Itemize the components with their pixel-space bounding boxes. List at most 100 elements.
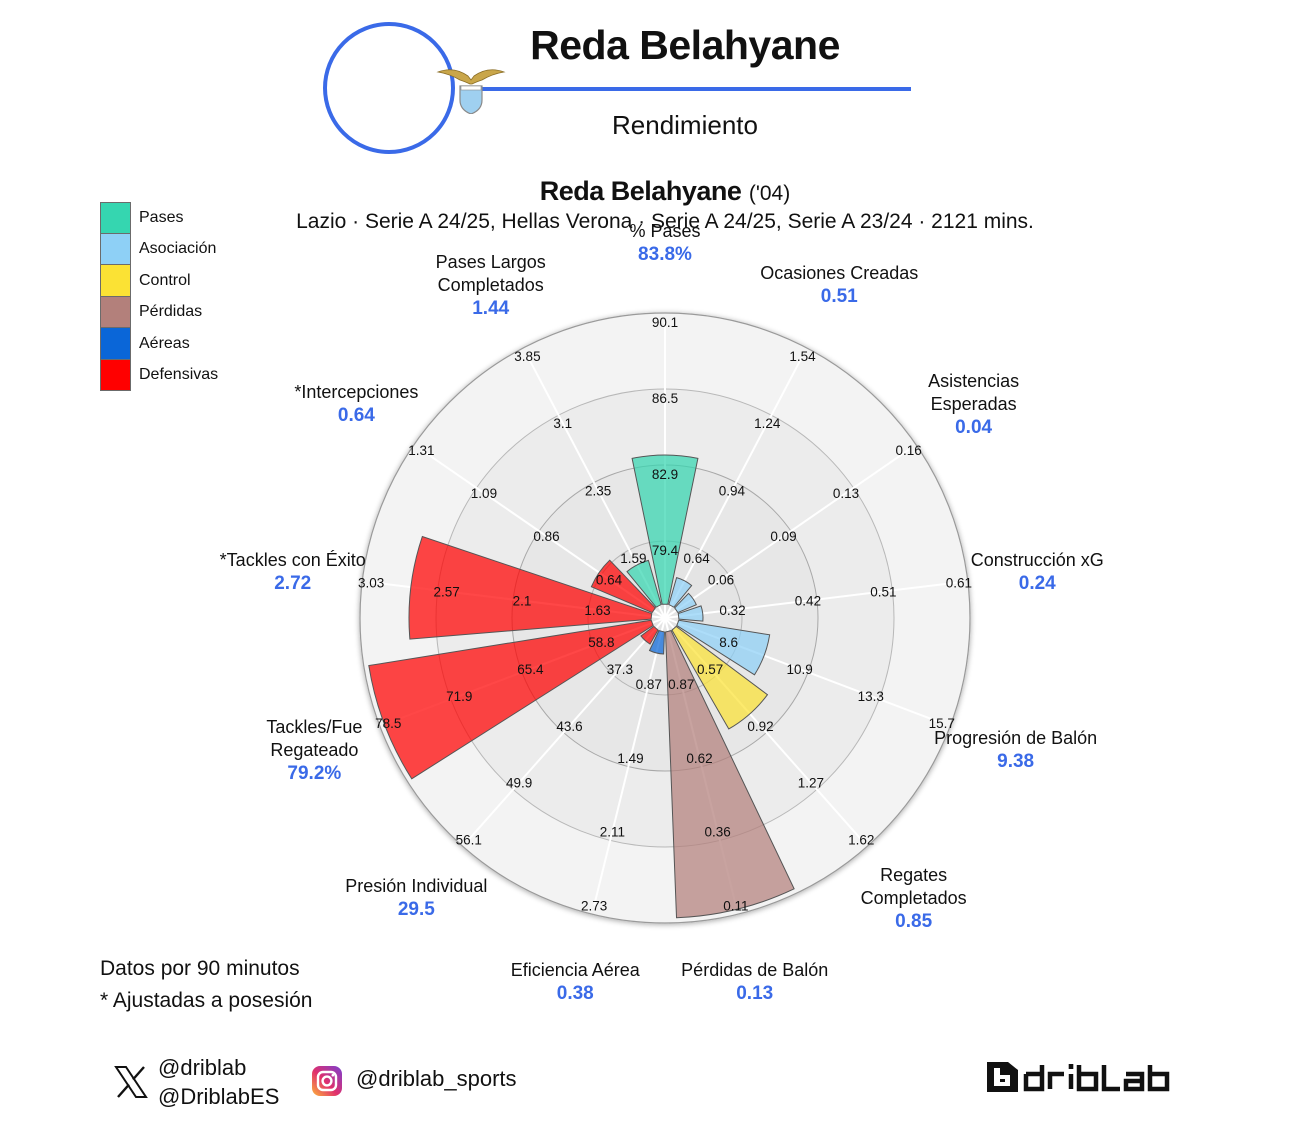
metric-value: 2.72: [274, 573, 312, 595]
tick-label: 82.9: [652, 467, 678, 482]
metric-label: Progresión de Balón 9.38: [934, 727, 1097, 773]
tick-label: 1.54: [789, 349, 816, 364]
chart-player-name: Reda Belahyane: [539, 176, 742, 206]
legend-item-control: Control: [100, 265, 218, 297]
legend-item-asociacion: Asociación: [100, 233, 218, 265]
metric-name: Presión Individual: [345, 876, 488, 897]
metric-value: 0.13: [736, 982, 774, 1004]
tick-label: 0.06: [708, 572, 734, 587]
chart-bar: [671, 625, 769, 730]
metric-name: Completados: [437, 274, 544, 295]
tick-label: 0.87: [668, 677, 694, 692]
chart-spoke: [664, 581, 959, 619]
legend-swatch: [100, 296, 131, 328]
metric-name: *Tackles con Éxito: [219, 550, 366, 571]
chart-spoke: [467, 617, 666, 841]
tick-label: 15.7: [929, 716, 955, 731]
chart-spoke: [664, 355, 804, 619]
tick-label: 13.3: [858, 689, 884, 704]
legend-swatch: [100, 328, 131, 360]
metric-name: Regateado: [270, 739, 359, 760]
tick-label: 0.86: [533, 529, 559, 544]
chart-bars: [368, 454, 795, 919]
tick-label: 78.5: [375, 716, 401, 731]
tick-label: 1.63: [584, 603, 610, 618]
tick-label: 43.6: [556, 719, 582, 734]
metric-value: 0.04: [955, 416, 993, 438]
chart-spoke: [664, 449, 910, 619]
metric-label: *Intercepciones 0.64: [294, 381, 418, 427]
metric-value: 0.64: [337, 405, 375, 427]
metric-name: Completados: [860, 887, 967, 908]
tick-label: 0.16: [895, 443, 921, 458]
metric-label: % Pases 83.8%: [629, 220, 700, 266]
chart-bar: [668, 577, 693, 608]
metric-name: % Pases: [629, 220, 701, 241]
legend-item-pases: Pases: [100, 202, 218, 234]
metric-name: Construcción xG: [970, 550, 1104, 571]
tick-label: 2.1: [513, 594, 532, 609]
instagram-icon[interactable]: [312, 1066, 342, 1096]
tick-label: 65.4: [517, 662, 544, 677]
metric-name: Eficiencia Aérea: [510, 959, 640, 980]
player-photo-placeholder: [323, 22, 455, 154]
tick-label: 0.62: [686, 751, 712, 766]
chart-spoke: [593, 617, 666, 906]
tick-label: 2.73: [581, 898, 607, 913]
chart-bar: [368, 619, 654, 780]
legend-item-perdidas: Pérdidas: [100, 296, 218, 328]
metric-label: Ocasiones Creadas 0.51: [760, 262, 918, 308]
metric-label: Tackles/Fue Regateado 79.2%: [266, 716, 362, 785]
chart-bar: [674, 592, 697, 614]
chart-bar: [665, 630, 795, 919]
instagram-handle[interactable]: @driblab_sports: [356, 1066, 517, 1091]
tick-label: 1.62: [848, 833, 874, 848]
chart-bar: [631, 454, 699, 605]
metric-name: Ocasiones Creadas: [760, 263, 919, 284]
chart-bar: [676, 619, 771, 676]
x-logo-icon[interactable]: [114, 1066, 148, 1098]
metric-label: Construcción xG 0.24: [971, 549, 1104, 595]
tick-label: 0.13: [833, 486, 859, 501]
metric-name: Asistencias: [928, 370, 1020, 391]
tick-label: 1.09: [471, 486, 497, 501]
chart-tick-labels: 79.4 82.9 86.5 90.1 0.64 0.94 1.24 1.54 0.06 0.09…: [358, 315, 972, 913]
tick-label: 0.64: [683, 551, 710, 566]
tick-label: 0.87: [636, 677, 662, 692]
metric-name: Regates: [880, 864, 948, 885]
legend-swatch: [100, 265, 131, 297]
tick-label: 1.31: [408, 443, 434, 458]
metric-value: 9.38: [997, 751, 1035, 773]
metric-name: Pases Largos: [435, 251, 546, 272]
metric-name: Tackles/Fue: [266, 716, 363, 737]
metric-label: *Tackles con Éxito 2.72: [220, 549, 366, 595]
tick-label: 2.35: [585, 483, 611, 498]
tick-label: 2.57: [433, 584, 459, 599]
tick-label: 1.24: [754, 416, 781, 431]
metric-label: Regates Completados 0.85: [861, 864, 967, 933]
tick-label: 0.32: [719, 603, 745, 618]
tick-label: 1.49: [617, 751, 643, 766]
x-handle-driblab[interactable]: @driblab: [158, 1055, 247, 1080]
tick-label: 3.85: [514, 349, 540, 364]
metric-name: Esperadas: [930, 393, 1017, 414]
chart-bar: [648, 630, 665, 655]
chart-bar: [640, 625, 659, 645]
legend-item-aereas: Aéreas: [100, 328, 218, 360]
metric-label: Presión Individual 29.5: [345, 875, 487, 921]
tick-label: 0.36: [705, 825, 731, 840]
tick-label: 10.9: [787, 662, 813, 677]
x-handle-driblabes[interactable]: @DriblabES: [158, 1084, 280, 1109]
metric-value: 29.5: [397, 899, 435, 921]
tick-label: 8.6: [719, 635, 738, 650]
metric-name: *Intercepciones: [294, 382, 419, 403]
tick-label: 1.59: [620, 551, 646, 566]
tick-label: 71.9: [446, 689, 472, 704]
tick-label: 79.4: [652, 543, 679, 558]
chart-title: Reda Belahyane ('04): [0, 176, 1312, 207]
metric-value: 1.44: [472, 297, 510, 319]
legend-swatch: [100, 202, 131, 234]
metric-label: Pérdidas de Balón 0.13: [681, 959, 828, 1005]
page-subtitle: Rendimiento: [612, 110, 758, 140]
chart-bar: [590, 559, 656, 614]
